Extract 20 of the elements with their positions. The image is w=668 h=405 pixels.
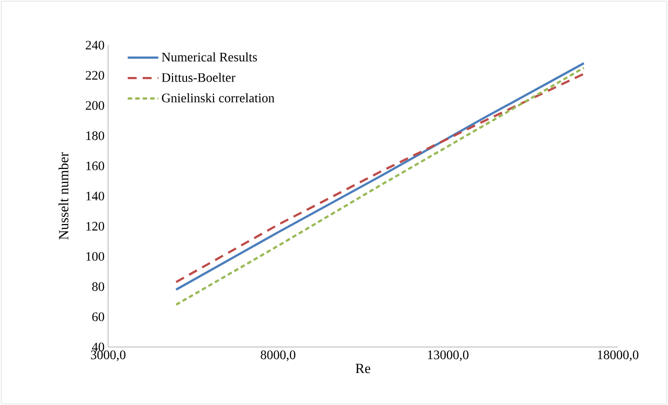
x-tick-label: 3000,0 xyxy=(90,350,126,362)
y-axis-title: Nusselt number xyxy=(58,152,68,240)
x-tick-label: 8000,0 xyxy=(260,350,296,362)
y-tick-label: 180 xyxy=(86,131,104,140)
x-axis-title: Re xyxy=(356,364,370,374)
y-tick-label: 200 xyxy=(86,101,104,110)
legend-label: Gnielinski correlation xyxy=(162,93,274,102)
y-tick-label: 120 xyxy=(86,222,104,231)
y-tick-label: 140 xyxy=(86,192,104,200)
x-tick-label: 13000,0 xyxy=(428,350,468,362)
y-tick-label: 240 xyxy=(86,40,104,50)
y-tick-label: 100 xyxy=(86,252,104,261)
y-tick-label: 60 xyxy=(92,312,104,322)
y-tick-label: 40 xyxy=(92,342,104,352)
legend-label: Numerical Results xyxy=(162,52,257,62)
y-tick-label: 220 xyxy=(86,70,104,80)
x-tick-label: 18000,0 xyxy=(598,350,638,362)
y-tick-label: 160 xyxy=(86,161,104,170)
y-tick-label: 80 xyxy=(92,282,104,291)
legend-label: Dittus-Boelter xyxy=(162,72,236,82)
